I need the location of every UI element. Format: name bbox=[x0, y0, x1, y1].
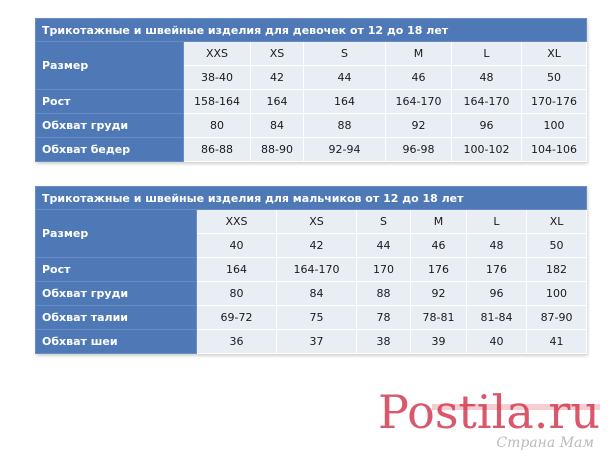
girls-cell: 164-170 bbox=[451, 89, 522, 114]
boys-cell: 164 bbox=[196, 257, 277, 282]
boys-cell: 88 bbox=[356, 281, 411, 306]
postila-logo: Postila.ru Страна Мам bbox=[378, 385, 600, 451]
boys-numeric-size-cell: 44 bbox=[356, 233, 411, 258]
girls-cell: 100 bbox=[520, 113, 588, 138]
girls-cell: 88 bbox=[303, 113, 386, 138]
boys-cell: 164-170 bbox=[276, 257, 357, 282]
girls-numeric-size-cell: 38-40 bbox=[183, 65, 251, 90]
boys-size-table: Трикотажные и швейные изделия для мальчи… bbox=[34, 186, 588, 354]
boys-numeric-size-cell: 48 bbox=[466, 233, 527, 258]
boys-size-cell: M bbox=[410, 209, 467, 234]
boys-numeric-size-cell: 42 bbox=[276, 233, 357, 258]
boys-table-title: Трикотажные и швейные изделия для мальчи… bbox=[34, 186, 588, 210]
boys-numeric-size-cell: 46 bbox=[410, 233, 467, 258]
girls-cell: 88-90 bbox=[250, 137, 304, 162]
girls-cell: 104-106 bbox=[520, 137, 588, 162]
girls-cell: 164 bbox=[303, 89, 386, 114]
boys-cell: 170 bbox=[356, 257, 411, 282]
girls-cell: 100-102 bbox=[451, 137, 522, 162]
boys-row-label: Обхват талии bbox=[35, 305, 197, 330]
boys-cell: 38 bbox=[356, 329, 411, 354]
watermark-tagline-text: Страна Мам bbox=[496, 435, 594, 451]
girls-size-table: Трикотажные и швейные изделия для девоче… bbox=[34, 18, 588, 162]
boys-cell: 39 bbox=[410, 329, 467, 354]
girls-cell: 96 bbox=[451, 113, 522, 138]
boys-numeric-size-cell: 40 bbox=[196, 233, 277, 258]
boys-cell: 36 bbox=[196, 329, 277, 354]
girls-row-label: Обхват бедер bbox=[35, 137, 184, 162]
boys-size-cell: L bbox=[466, 209, 527, 234]
girls-size-cell: XXS bbox=[183, 41, 251, 66]
boys-cell: 96 bbox=[466, 281, 527, 306]
girls-size-cell: L bbox=[451, 41, 522, 66]
girls-row-label: Рост bbox=[35, 89, 184, 114]
girls-table-title: Трикотажные и швейные изделия для девоче… bbox=[34, 18, 588, 42]
girls-cell: 96-98 bbox=[385, 137, 452, 162]
boys-cell: 100 bbox=[525, 281, 588, 306]
girls-cell: 170-176 bbox=[520, 89, 588, 114]
boys-cell: 84 bbox=[276, 281, 357, 306]
boys-row-label: Обхват шеи bbox=[35, 329, 197, 354]
boys-cell: 87-90 bbox=[525, 305, 588, 330]
girls-cell: 92-94 bbox=[303, 137, 386, 162]
girls-cell: 158-164 bbox=[183, 89, 251, 114]
boys-cell: 182 bbox=[525, 257, 588, 282]
girls-numeric-size-cell: 42 bbox=[250, 65, 304, 90]
girls-size-cell: S bbox=[303, 41, 386, 66]
girls-cell: 84 bbox=[250, 113, 304, 138]
girls-cell: 80 bbox=[183, 113, 251, 138]
girls-size-cell: XS bbox=[250, 41, 304, 66]
boys-cell: 75 bbox=[276, 305, 357, 330]
boys-cell: 78 bbox=[356, 305, 411, 330]
boys-cell: 92 bbox=[410, 281, 467, 306]
girls-size-cell: XL bbox=[520, 41, 588, 66]
girls-cell: 164 bbox=[250, 89, 304, 114]
boys-numeric-size-cell: 50 bbox=[525, 233, 588, 258]
girls-cell: 86-88 bbox=[183, 137, 251, 162]
girls-numeric-size-cell: 50 bbox=[520, 65, 588, 90]
girls-size-label: Размер bbox=[35, 41, 184, 90]
girls-cell: 164-170 bbox=[385, 89, 452, 114]
boys-cell: 41 bbox=[525, 329, 588, 354]
girls-numeric-size-cell: 46 bbox=[385, 65, 452, 90]
boys-size-cell: S bbox=[356, 209, 411, 234]
watermark-brand-text: Postila.ru bbox=[378, 385, 600, 439]
boys-size-label: Размер bbox=[35, 209, 197, 258]
boys-cell: 69-72 bbox=[196, 305, 277, 330]
girls-size-cell: M bbox=[385, 41, 452, 66]
boys-cell: 176 bbox=[466, 257, 527, 282]
girls-numeric-size-cell: 48 bbox=[451, 65, 522, 90]
boys-cell: 40 bbox=[466, 329, 527, 354]
boys-cell: 80 bbox=[196, 281, 277, 306]
boys-size-cell: XXS bbox=[196, 209, 277, 234]
girls-numeric-size-cell: 44 bbox=[303, 65, 386, 90]
girls-row-label: Обхват груди bbox=[35, 113, 184, 138]
girls-cell: 92 bbox=[385, 113, 452, 138]
boys-size-cell: XS bbox=[276, 209, 357, 234]
boys-cell: 78-81 bbox=[410, 305, 467, 330]
boys-cell: 176 bbox=[410, 257, 467, 282]
boys-row-label: Обхват груди bbox=[35, 281, 197, 306]
boys-cell: 81-84 bbox=[466, 305, 527, 330]
boys-size-cell: XL bbox=[525, 209, 588, 234]
boys-row-label: Рост bbox=[35, 257, 197, 282]
boys-cell: 37 bbox=[276, 329, 357, 354]
